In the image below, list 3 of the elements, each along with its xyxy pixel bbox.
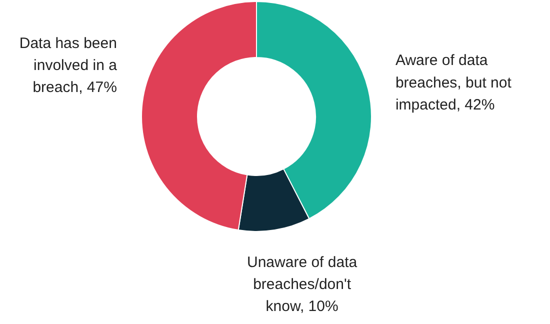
- slice-label: Aware of data breaches, but not impacted, 42%: [395, 52, 512, 114]
- slice-label: Unaware of data breaches/don't know, 10%: [247, 254, 358, 315]
- slice-label: Data has been involved in a breach, 47%: [19, 34, 118, 96]
